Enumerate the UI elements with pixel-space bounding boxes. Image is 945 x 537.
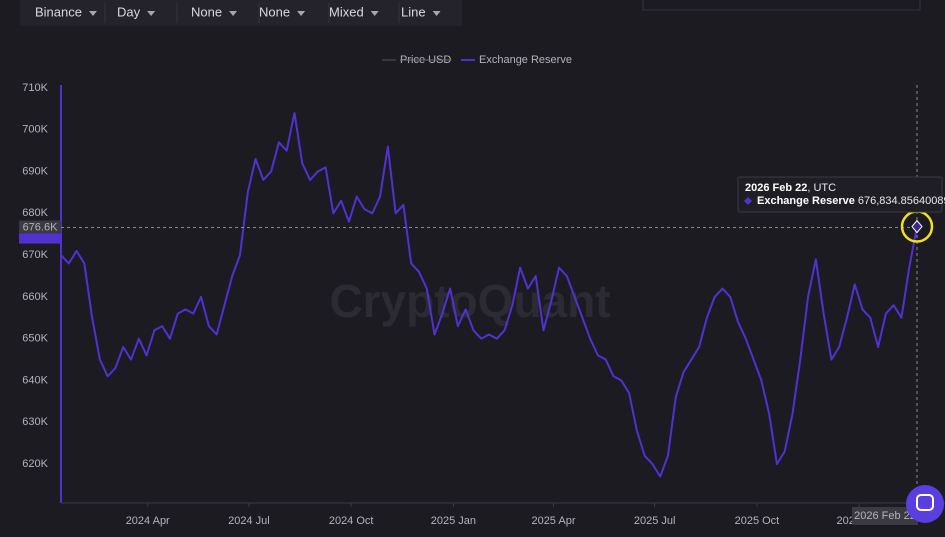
chat-icon xyxy=(916,494,934,511)
y-tick-label: 650K xyxy=(22,333,48,345)
dropdown-arrow xyxy=(370,11,379,16)
crosshair-x-label: 2026 Feb 22 xyxy=(854,510,916,522)
dropdown-label[interactable]: None xyxy=(191,4,222,19)
y-tick-label: 620K xyxy=(22,458,48,470)
y-tick-label: 670K xyxy=(22,249,48,261)
x-tick-label: 2024 Apr xyxy=(126,515,170,527)
tooltip-date: 2026 Feb 22 xyxy=(745,182,807,194)
x-tick-label: 2025 Jul xyxy=(634,515,676,527)
y-tick-label: 690K xyxy=(22,165,48,177)
x-tick-label: 2024 Jul xyxy=(228,515,270,527)
y-tick-label: 710K xyxy=(22,82,48,94)
chat-button[interactable] xyxy=(906,485,944,523)
series-line xyxy=(60,112,918,478)
x-tick-label: 2025 Oct xyxy=(735,515,780,527)
y-tick-label: 680K xyxy=(22,207,48,219)
y-tick-label: 660K xyxy=(22,291,48,303)
dropdown-label[interactable]: Day xyxy=(117,4,141,19)
top-box xyxy=(642,0,921,11)
x-tick-label: 2025 Apr xyxy=(531,515,575,527)
crosshair-x-tag xyxy=(852,507,918,525)
dropdown-label[interactable]: None xyxy=(259,4,290,19)
dropdown-label[interactable]: Mixed xyxy=(329,4,364,19)
tooltip-zone: , UTC xyxy=(807,182,836,194)
legend-label[interactable]: Exchange Reserve xyxy=(479,54,572,66)
tooltip-series: Exchange Reserve xyxy=(757,195,855,207)
tooltip-value: 676,834.85640089 xyxy=(858,195,945,207)
y-tick-label: 700K xyxy=(22,124,48,136)
crosshair-y-label: 676.6K xyxy=(23,221,59,233)
dropdown-label[interactable]: Line xyxy=(401,4,426,19)
crosshair-tag xyxy=(19,220,61,234)
x-tick-label: 2025 Jan xyxy=(431,515,476,527)
value-tag xyxy=(19,230,61,244)
dropdown-arrow xyxy=(297,11,306,16)
dropdown-arrow xyxy=(229,11,238,16)
y-tick-label: 640K xyxy=(22,374,48,386)
dropdown-arrow xyxy=(432,11,441,16)
toolbar xyxy=(20,0,462,26)
dropdown-arrow xyxy=(88,11,97,16)
dropdown-label[interactable]: Binance xyxy=(35,4,82,19)
dropdown-arrow xyxy=(147,11,156,16)
y-tick-label: 630K xyxy=(22,416,48,428)
tooltip-icon xyxy=(744,197,752,205)
point-marker xyxy=(911,219,923,234)
tooltip-box xyxy=(737,176,943,213)
x-tick-label: 2024 Oct xyxy=(329,515,374,527)
